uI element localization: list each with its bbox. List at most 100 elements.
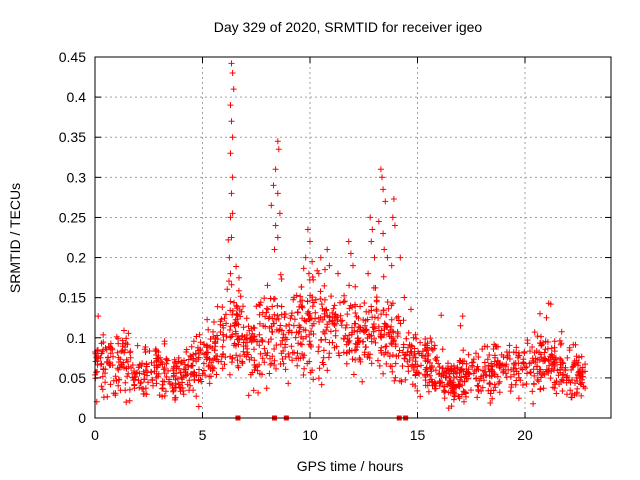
- data-point: [326, 339, 333, 346]
- data-point: [383, 360, 390, 367]
- data-point: [333, 320, 339, 327]
- data-point: [435, 360, 442, 367]
- data-point: [402, 351, 409, 358]
- data-point: [225, 236, 232, 243]
- data-point: [223, 320, 230, 327]
- data-point: [484, 356, 491, 363]
- data-point: [203, 342, 210, 349]
- data-point: [487, 400, 494, 406]
- data-point: [373, 298, 380, 305]
- data-point: [229, 307, 236, 314]
- data-point: [386, 333, 393, 340]
- data-point: [155, 373, 161, 380]
- data-point: [324, 246, 331, 253]
- data-point: [235, 287, 242, 294]
- data-point: [255, 389, 262, 396]
- data-point: [307, 369, 314, 376]
- data-point: [141, 346, 148, 353]
- data-point: [335, 270, 341, 277]
- data-point: [235, 364, 242, 371]
- data-point: [197, 339, 204, 346]
- data-point: [409, 363, 415, 369]
- data-point: [328, 293, 335, 300]
- data-point: [473, 350, 479, 357]
- data-point: [271, 362, 278, 368]
- data-point: [331, 344, 338, 351]
- data-point: [350, 371, 357, 378]
- data-point: [531, 329, 538, 336]
- data-point: [371, 254, 378, 261]
- data-point: [297, 293, 304, 300]
- data-point: [271, 246, 278, 253]
- data-point: [97, 354, 104, 361]
- data-point: [512, 381, 519, 388]
- data-point: [191, 369, 198, 376]
- data-point: [441, 389, 448, 396]
- data-point: [309, 258, 316, 265]
- data-point: [122, 387, 129, 394]
- data-point: [184, 371, 191, 377]
- data-point: [136, 384, 143, 391]
- data-point: [487, 390, 494, 397]
- data-point: [212, 353, 219, 360]
- data-point: [456, 359, 463, 366]
- data-point: [370, 321, 377, 327]
- data-point: [324, 367, 331, 374]
- data-point: [145, 379, 152, 386]
- data-point: [99, 373, 106, 380]
- data-point: [343, 349, 350, 356]
- data-point: [417, 339, 424, 346]
- data-point: [299, 304, 306, 311]
- data-point: [427, 372, 433, 379]
- data-point: [391, 377, 398, 384]
- x-tick-label: 5: [199, 427, 207, 443]
- data-point: [532, 355, 539, 362]
- data-point: [122, 344, 129, 351]
- data-point: [350, 262, 356, 269]
- data-point: [491, 352, 498, 359]
- data-point: [442, 374, 449, 381]
- data-point: [546, 362, 552, 369]
- plot-frame: [94, 56, 612, 419]
- data-point: [200, 360, 207, 367]
- data-point: [439, 379, 446, 386]
- data-point: [458, 391, 465, 398]
- data-point: [125, 330, 132, 337]
- data-point: [118, 348, 125, 355]
- y-axis-label: SRMTID / TECUs: [7, 183, 23, 293]
- data-point: [193, 358, 200, 365]
- data-point: [537, 374, 544, 381]
- data-point: [531, 349, 538, 356]
- data-point: [341, 292, 348, 299]
- data-point: [206, 380, 213, 387]
- data-point: [126, 386, 133, 393]
- data-point: [382, 321, 389, 328]
- data-point: [375, 315, 382, 321]
- data-point: [465, 351, 472, 358]
- data-point: [410, 334, 417, 341]
- data-point: [515, 395, 522, 402]
- data-point: [512, 365, 519, 372]
- data-point: [459, 382, 466, 389]
- x-tick-label: 10: [302, 427, 318, 443]
- data-point: [578, 353, 585, 360]
- data-point: [259, 337, 266, 344]
- data-point: [272, 222, 279, 229]
- data-point: [517, 377, 524, 384]
- data-point: [564, 354, 571, 361]
- data-point: [529, 344, 536, 350]
- data-point: [465, 375, 471, 382]
- data-point: [492, 343, 499, 349]
- data-point: [114, 349, 121, 356]
- data-point: [429, 346, 436, 353]
- data-point: [422, 357, 429, 364]
- data-point: [273, 342, 280, 349]
- data-point: [223, 333, 230, 340]
- data-point: [527, 369, 534, 376]
- data-point: [553, 354, 559, 361]
- data-point: [172, 360, 179, 367]
- data-point: [127, 354, 134, 361]
- data-point: [564, 391, 570, 398]
- data-point: [324, 321, 331, 328]
- data-point: [441, 395, 448, 402]
